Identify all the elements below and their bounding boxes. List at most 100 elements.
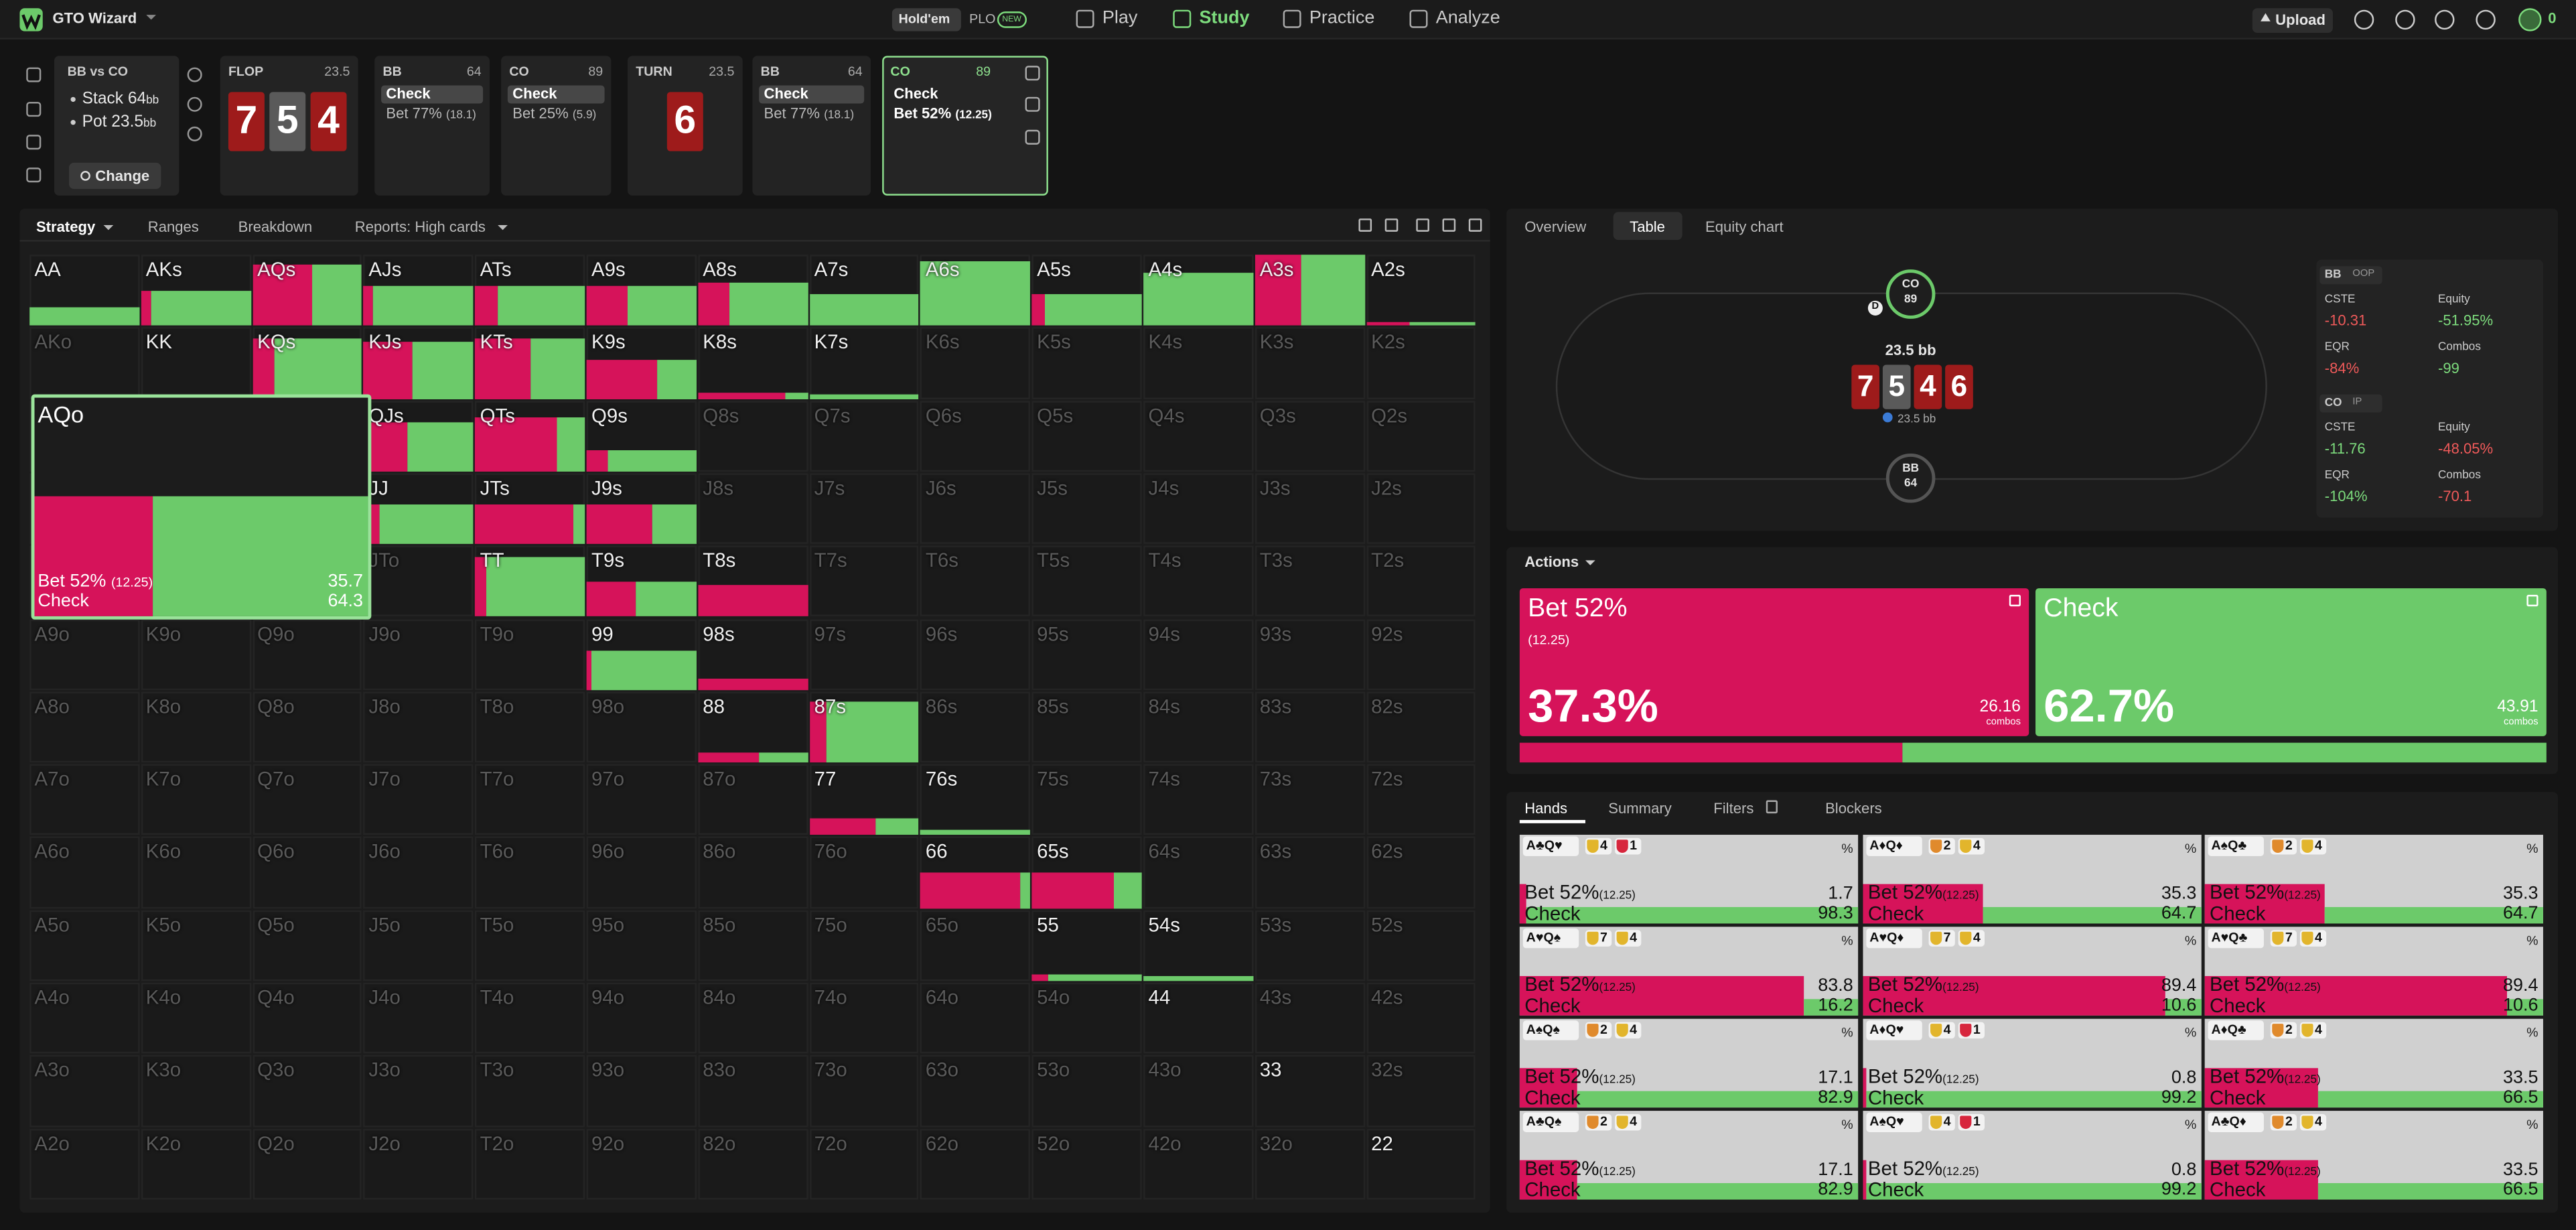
grid-cell[interactable] <box>1143 1055 1253 1127</box>
node-tool[interactable] <box>1025 96 1040 112</box>
grid-cell[interactable] <box>1255 400 1365 472</box>
action-box[interactable] <box>1519 588 2029 736</box>
grid-cell[interactable] <box>1366 545 1476 617</box>
grid-cell[interactable] <box>364 1128 474 1200</box>
side-tool[interactable] <box>26 67 42 82</box>
grid-cell[interactable] <box>1366 910 1476 981</box>
grid-cell[interactable] <box>1031 473 1142 545</box>
grid-cell[interactable] <box>1143 982 1253 1054</box>
grid-cell[interactable] <box>1031 764 1142 835</box>
grid-cell[interactable] <box>920 910 1031 981</box>
grid-cell[interactable] <box>1143 1128 1253 1200</box>
grid-cell[interactable] <box>920 327 1031 399</box>
grid-cell[interactable] <box>141 837 251 908</box>
grid-cell[interactable] <box>697 1055 808 1127</box>
grid-cell[interactable] <box>1255 1128 1365 1200</box>
side-tool[interactable] <box>26 135 42 150</box>
grid-cell[interactable] <box>1366 1055 1476 1127</box>
grid-cell[interactable] <box>1143 327 1253 399</box>
grid-cell[interactable] <box>1031 1128 1142 1200</box>
grid-cell[interactable] <box>920 982 1031 1054</box>
grid-cell[interactable] <box>475 764 585 835</box>
strategy-tab[interactable]: Strategy <box>35 218 96 235</box>
grid-cell[interactable] <box>920 473 1031 545</box>
grid-cell[interactable] <box>697 473 808 545</box>
action-box[interactable] <box>2035 588 2547 736</box>
grid-cell[interactable] <box>1255 910 1365 981</box>
grid-cell[interactable] <box>586 764 697 835</box>
node-action[interactable]: Check <box>512 86 557 104</box>
node-tool[interactable] <box>1025 129 1040 145</box>
hands-tab[interactable]: Summary <box>1608 800 1672 817</box>
grid-cell[interactable] <box>252 837 362 908</box>
grid-cell[interactable] <box>1143 764 1253 835</box>
grid-cell[interactable] <box>29 910 139 981</box>
node-tool[interactable] <box>1025 66 1040 81</box>
node-action[interactable]: Check <box>764 86 808 104</box>
grid-cell[interactable] <box>920 1055 1031 1127</box>
grid-cell[interactable] <box>475 982 585 1054</box>
grid-cell[interactable] <box>809 1055 920 1127</box>
grid-cell[interactable] <box>1255 545 1365 617</box>
grid-cell[interactable] <box>1255 618 1365 690</box>
grid-cell[interactable] <box>1366 1128 1476 1200</box>
grid-cell[interactable] <box>1255 837 1365 908</box>
grid-cell[interactable] <box>697 1128 808 1200</box>
grid-cell[interactable] <box>252 1128 362 1200</box>
grid-cell[interactable] <box>809 910 920 981</box>
grid-cell[interactable] <box>252 910 362 981</box>
node-card[interactable] <box>752 56 871 196</box>
view-toggle[interactable] <box>1468 218 1482 232</box>
toolbar-icon[interactable] <box>2354 9 2374 30</box>
grid-cell[interactable] <box>141 1055 251 1127</box>
grid-cell[interactable] <box>364 691 474 763</box>
grid-cell[interactable] <box>697 327 808 399</box>
grid-cell[interactable] <box>697 982 808 1054</box>
view-toggle[interactable] <box>1442 218 1456 232</box>
grid-cell[interactable] <box>1255 473 1365 545</box>
side-tool[interactable] <box>187 67 202 82</box>
grid-cell[interactable] <box>364 618 474 690</box>
grid-cell[interactable] <box>586 1055 697 1127</box>
grid-cell[interactable] <box>29 764 139 835</box>
grid-cell[interactable] <box>586 982 697 1054</box>
grid-cell[interactable] <box>1366 691 1476 763</box>
node-card[interactable] <box>501 56 612 196</box>
grid-cell[interactable] <box>697 400 808 472</box>
grid-cell[interactable] <box>1143 473 1253 545</box>
strategy-tab[interactable]: Breakdown <box>238 218 313 235</box>
side-tool[interactable] <box>187 126 202 141</box>
grid-cell[interactable] <box>697 837 808 908</box>
grid-cell[interactable] <box>252 618 362 690</box>
grid-cell[interactable] <box>920 618 1031 690</box>
grid-cell[interactable] <box>920 545 1031 617</box>
toolbar-icon[interactable] <box>2476 9 2496 30</box>
nav-item[interactable]: Play <box>1102 8 1138 28</box>
grid-cell[interactable] <box>1143 400 1253 472</box>
grid-cell[interactable] <box>1366 327 1476 399</box>
nav-item[interactable]: Analyze <box>1435 8 1500 28</box>
node-action[interactable]: Bet 77% (18.1) <box>386 105 476 125</box>
grid-cell[interactable] <box>1255 1055 1365 1127</box>
grid-cell[interactable] <box>809 327 920 399</box>
grid-cell[interactable] <box>1143 837 1253 908</box>
grid-cell[interactable] <box>586 910 697 981</box>
toolbar-icon[interactable] <box>2435 9 2455 30</box>
grid-cell[interactable] <box>1031 982 1142 1054</box>
grid-cell[interactable] <box>475 618 585 690</box>
grid-cell[interactable] <box>809 837 920 908</box>
strategy-tab[interactable]: Ranges <box>147 218 199 235</box>
grid-cell[interactable] <box>364 764 474 835</box>
grid-cell[interactable] <box>1366 764 1476 835</box>
grid-cell[interactable] <box>1255 327 1365 399</box>
grid-cell[interactable] <box>29 1055 139 1127</box>
grid-cell[interactable] <box>29 982 139 1054</box>
node-action[interactable]: Bet 52% (12.25) <box>893 105 991 125</box>
grid-cell[interactable] <box>141 691 251 763</box>
grid-cell[interactable] <box>920 1128 1031 1200</box>
grid-cell[interactable] <box>364 910 474 981</box>
view-toggle[interactable] <box>1358 218 1372 232</box>
table-tab[interactable]: Overview <box>1524 218 1587 235</box>
grid-cell[interactable] <box>809 618 920 690</box>
node-card[interactable] <box>374 56 490 196</box>
